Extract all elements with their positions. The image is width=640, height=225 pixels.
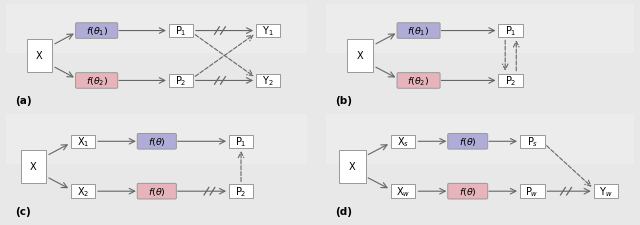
- Text: $f(\theta_2)$: $f(\theta_2)$: [408, 75, 429, 87]
- Text: P$_1$: P$_1$: [236, 135, 247, 149]
- Bar: [6, 164, 307, 218]
- Text: X: X: [349, 162, 356, 171]
- FancyBboxPatch shape: [71, 135, 95, 148]
- FancyBboxPatch shape: [76, 73, 118, 89]
- Text: Y$_w$: Y$_w$: [599, 184, 612, 198]
- Text: X$_s$: X$_s$: [397, 135, 409, 149]
- Bar: [326, 54, 634, 108]
- Text: $f(\theta)$: $f(\theta)$: [459, 185, 477, 197]
- FancyBboxPatch shape: [20, 150, 46, 183]
- Text: P$_2$: P$_2$: [175, 74, 187, 88]
- FancyBboxPatch shape: [71, 184, 95, 198]
- Text: $f(\theta_1)$: $f(\theta_1)$: [408, 25, 429, 38]
- FancyBboxPatch shape: [499, 74, 523, 88]
- Text: X: X: [357, 51, 364, 61]
- FancyBboxPatch shape: [520, 135, 545, 148]
- FancyBboxPatch shape: [520, 184, 545, 198]
- FancyBboxPatch shape: [256, 74, 280, 88]
- Text: P$_s$: P$_s$: [527, 135, 538, 149]
- Text: P$_w$: P$_w$: [525, 184, 539, 198]
- FancyBboxPatch shape: [339, 150, 365, 183]
- FancyBboxPatch shape: [256, 25, 280, 38]
- Text: X$_2$: X$_2$: [77, 184, 89, 198]
- Text: Y$_2$: Y$_2$: [262, 74, 274, 88]
- Text: P$_1$: P$_1$: [175, 25, 187, 38]
- FancyBboxPatch shape: [347, 40, 373, 73]
- Text: $f(\theta_2)$: $f(\theta_2)$: [86, 75, 108, 87]
- FancyBboxPatch shape: [594, 184, 618, 198]
- Text: X: X: [36, 51, 43, 61]
- Bar: [6, 115, 307, 164]
- FancyBboxPatch shape: [169, 74, 193, 88]
- FancyBboxPatch shape: [27, 40, 52, 73]
- FancyBboxPatch shape: [137, 184, 177, 199]
- Text: (a): (a): [15, 96, 32, 106]
- Bar: [6, 4, 307, 54]
- Text: X: X: [30, 162, 36, 171]
- FancyBboxPatch shape: [391, 135, 415, 148]
- FancyBboxPatch shape: [448, 184, 488, 199]
- Bar: [326, 4, 634, 54]
- Text: (c): (c): [15, 206, 31, 216]
- Bar: [326, 115, 634, 164]
- FancyBboxPatch shape: [499, 25, 523, 38]
- FancyBboxPatch shape: [448, 134, 488, 149]
- Bar: [6, 54, 307, 108]
- FancyBboxPatch shape: [397, 73, 440, 89]
- Text: $f(\theta_1)$: $f(\theta_1)$: [86, 25, 108, 38]
- Text: Y$_1$: Y$_1$: [262, 25, 274, 38]
- FancyBboxPatch shape: [391, 184, 415, 198]
- FancyBboxPatch shape: [397, 24, 440, 39]
- FancyBboxPatch shape: [229, 184, 253, 198]
- Text: P$_2$: P$_2$: [236, 184, 247, 198]
- Bar: [326, 164, 634, 218]
- Text: (b): (b): [335, 96, 353, 106]
- Text: $f(\theta)$: $f(\theta)$: [148, 136, 166, 148]
- Text: (d): (d): [335, 206, 353, 216]
- Text: $f(\theta)$: $f(\theta)$: [459, 136, 477, 148]
- Text: $f(\theta)$: $f(\theta)$: [148, 185, 166, 197]
- Text: P$_2$: P$_2$: [505, 74, 516, 88]
- FancyBboxPatch shape: [137, 134, 177, 149]
- FancyBboxPatch shape: [169, 25, 193, 38]
- Text: X$_w$: X$_w$: [396, 184, 410, 198]
- Text: X$_1$: X$_1$: [77, 135, 90, 149]
- FancyBboxPatch shape: [229, 135, 253, 148]
- FancyBboxPatch shape: [76, 24, 118, 39]
- Text: P$_1$: P$_1$: [505, 25, 516, 38]
